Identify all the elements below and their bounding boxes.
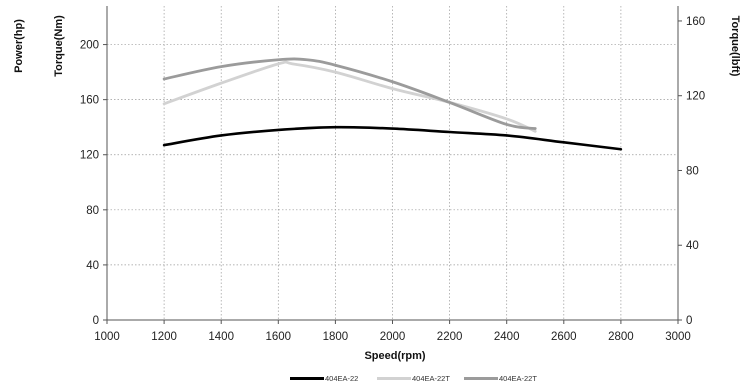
y-left-tick-label: 0 (93, 315, 99, 327)
series-line-1 (162, 60, 537, 133)
y-right-tick-label: 0 (686, 315, 692, 327)
y-outer-axis-title: Power(hp) (13, 19, 25, 73)
x-tick-label: 3000 (665, 331, 691, 343)
x-tick-label: 1800 (323, 331, 349, 343)
y-left-tick-labels: 0 40 80 120 160 200 (80, 40, 107, 327)
legend-label-2: 404EA-22T (499, 374, 537, 383)
series-line-0 (162, 125, 623, 151)
series-lines (162, 57, 623, 151)
x-tick-label: 2800 (608, 331, 634, 343)
y-right-axis-title: Torque(lbft) (729, 16, 741, 77)
x-tick-label: 1000 (94, 331, 120, 343)
y-right-tick-label: 80 (686, 165, 699, 177)
x-tick-label: 2400 (494, 331, 520, 343)
y-left-tick-label: 40 (86, 260, 99, 272)
y-left-tick-label: 80 (86, 205, 99, 217)
legend-label-1: 404EA-22T (412, 374, 450, 383)
y-left-tick-label: 160 (80, 95, 99, 107)
series-line-2 (162, 57, 537, 130)
legend: 404EA-22 404EA-22T 404EA-22T (290, 374, 537, 383)
y-left-tick-label: 200 (80, 40, 99, 52)
legend-label-0: 404EA-22 (325, 374, 358, 383)
x-tick-label: 2000 (380, 331, 406, 343)
y-right-tick-label: 120 (686, 91, 705, 103)
y-right-tick-labels: 0 40 80 120 160 (678, 16, 705, 327)
y-right-tick-label: 160 (686, 16, 705, 28)
x-tick-label: 1200 (151, 331, 177, 343)
y-left-axis-title: Torque(Nm) (53, 15, 65, 77)
x-tick-label: 1400 (208, 331, 234, 343)
x-tick-label: 1600 (266, 331, 292, 343)
x-axis-title: Speed(rpm) (364, 350, 425, 362)
x-tick-label: 2600 (551, 331, 577, 343)
grid-lines (107, 6, 678, 320)
y-left-tick-label: 120 (80, 150, 99, 162)
x-tick-label: 2200 (437, 331, 463, 343)
x-tick-labels: 1000 1200 1400 1600 1800 2000 2200 2400 2600 2800… (94, 320, 691, 343)
y-right-tick-label: 40 (686, 240, 699, 252)
